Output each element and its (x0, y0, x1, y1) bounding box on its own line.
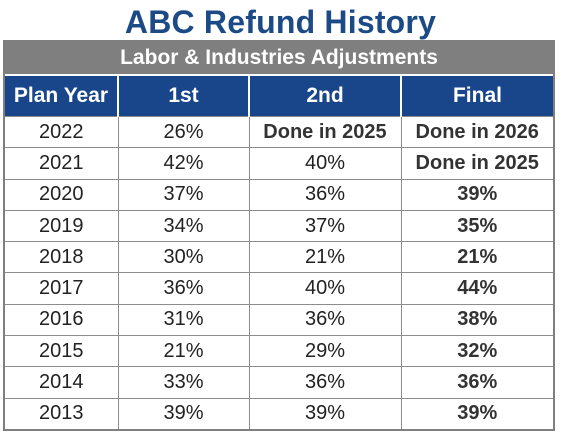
table-row: 2015 21% 29% 32% (5, 335, 553, 367)
table-row: 2021 42% 40% Done in 2025 (5, 147, 553, 180)
cell-first: 39% (118, 397, 250, 429)
table-row: 2014 33% 36% 36% (5, 366, 553, 399)
cell-final: 38% (401, 303, 553, 336)
cell-plan-year: 2013 (5, 397, 119, 429)
cell-final: 35% (401, 209, 553, 242)
table-row: 2013 39% 39% 39% (5, 397, 553, 429)
column-header-second: 2nd (249, 76, 402, 117)
cell-final: 32% (401, 335, 553, 367)
cell-second: 39% (249, 397, 402, 429)
table-row: 2022 26% Done in 2025 Done in 2026 (5, 115, 553, 148)
cell-first: 30% (118, 241, 250, 273)
page-title: ABC Refund History (124, 4, 437, 40)
cell-second: 40% (249, 147, 402, 180)
cell-final: Done in 2025 (401, 147, 553, 180)
cell-first: 33% (118, 366, 250, 399)
cell-plan-year: 2020 (5, 178, 119, 211)
cell-plan-year: 2021 (5, 147, 119, 180)
cell-plan-year: 2016 (5, 303, 119, 336)
cell-second: 29% (249, 335, 402, 367)
refund-table: Plan Year 1st 2nd Final 2022 26% Done in… (5, 76, 553, 429)
cell-second: 21% (249, 241, 402, 273)
cell-plan-year: 2022 (5, 115, 119, 148)
cell-plan-year: 2014 (5, 366, 119, 399)
table-row: 2019 34% 37% 35% (5, 209, 553, 242)
cell-second: 40% (249, 272, 402, 305)
cell-second: 37% (249, 209, 402, 242)
table-row: 2016 31% 36% 38% (5, 303, 553, 336)
cell-first: 36% (118, 272, 250, 305)
cell-plan-year: 2015 (5, 335, 119, 367)
refund-history-table: Labor & Industries Adjustments Plan Year… (3, 40, 555, 431)
cell-final: 36% (401, 366, 553, 399)
cell-first: 42% (118, 147, 250, 180)
table-row: 2018 30% 21% 21% (5, 241, 553, 273)
column-header-final: Final (401, 76, 553, 117)
cell-plan-year: 2019 (5, 209, 119, 242)
cell-first: 34% (118, 209, 250, 242)
column-header-first: 1st (118, 76, 250, 117)
cell-final: 39% (401, 178, 553, 211)
table-subtitle: Labor & Industries Adjustments (5, 42, 553, 76)
cell-first: 21% (118, 335, 250, 367)
cell-plan-year: 2017 (5, 272, 119, 305)
cell-final: Done in 2026 (401, 115, 553, 148)
cell-second: 36% (249, 366, 402, 399)
header-row: Plan Year 1st 2nd Final (5, 76, 553, 117)
cell-second: 36% (249, 178, 402, 211)
cell-plan-year: 2018 (5, 241, 119, 273)
cell-final: 21% (401, 241, 553, 273)
column-header-plan-year: Plan Year (5, 76, 119, 117)
cell-first: 37% (118, 178, 250, 211)
cell-first: 31% (118, 303, 250, 336)
cell-first: 26% (118, 115, 250, 148)
cell-second: 36% (249, 303, 402, 336)
cell-final: 39% (401, 397, 553, 429)
cell-second: Done in 2025 (249, 115, 402, 148)
table-row: 2017 36% 40% 44% (5, 272, 553, 305)
table-row: 2020 37% 36% 39% (5, 178, 553, 211)
cell-final: 44% (401, 272, 553, 305)
